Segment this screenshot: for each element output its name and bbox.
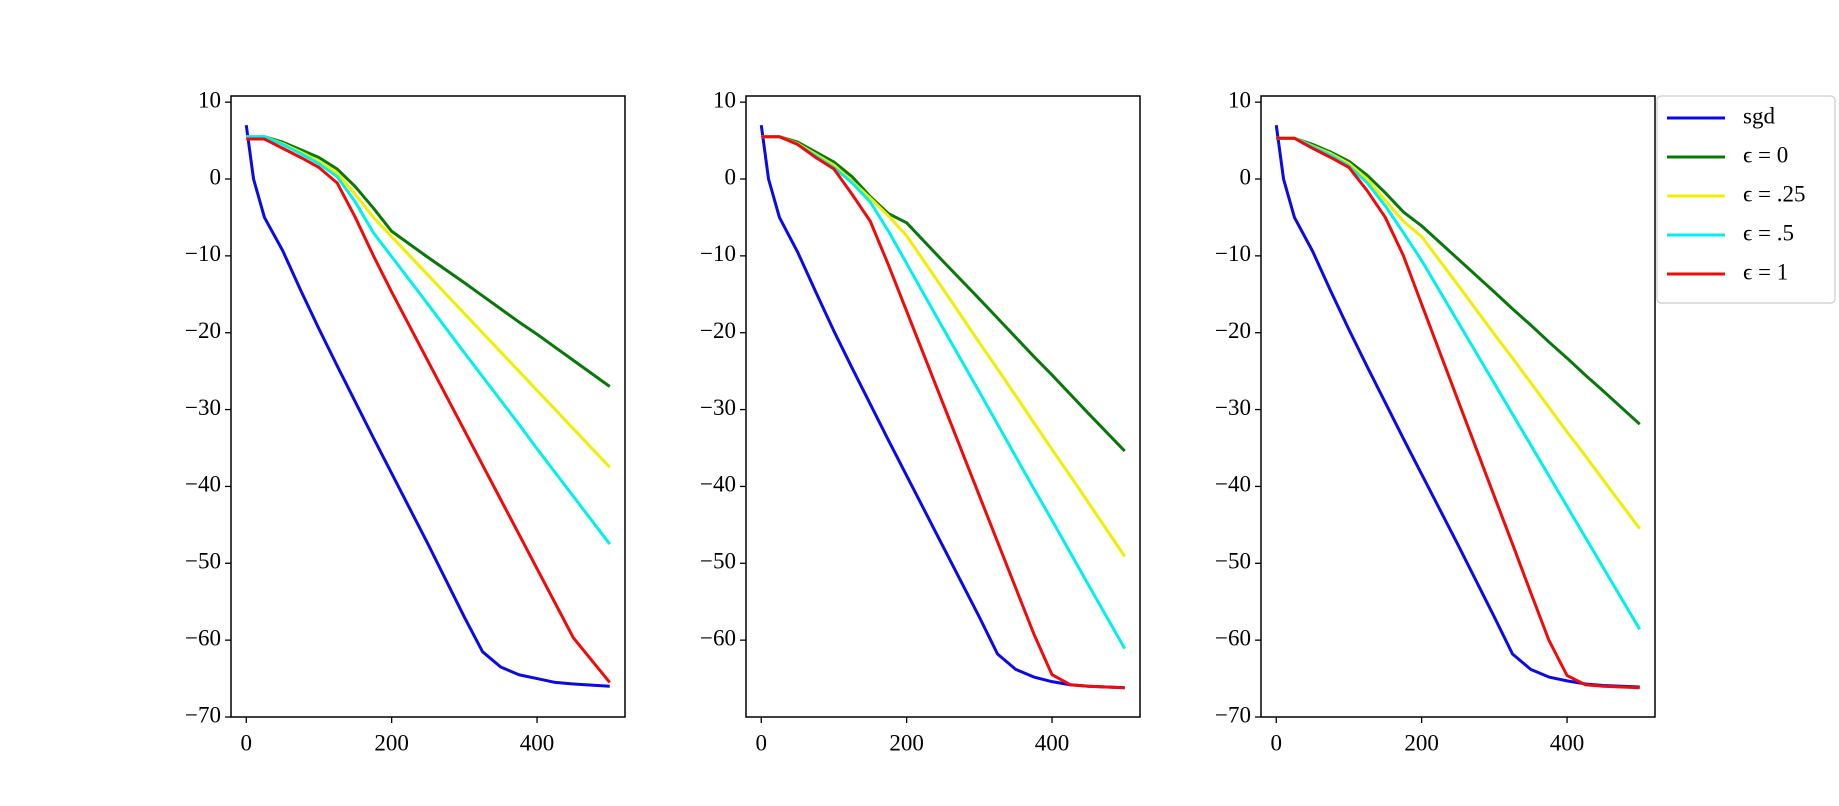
series-line [1276,136,1640,690]
y-tick-label: −50 [185,549,221,574]
x-tick-label: 200 [1404,730,1439,755]
y-tick-label: 0 [1240,164,1252,189]
y-tick-label: −20 [700,318,736,343]
series-line [1276,136,1641,426]
y-tick-label: 10 [1228,87,1251,112]
series-line [761,135,1125,690]
axes-frame [230,95,626,718]
y-tick-label: −10 [185,241,221,266]
legend-label: ϵ = 0 [1743,142,1788,167]
x-tick-label: 0 [241,730,253,755]
y-tick-label: 10 [198,87,221,112]
panel: 10 0 −10 −20 −30 −40 −50 −60 −70 0 200 400 [185,87,626,755]
legend-box [1656,95,1836,304]
y-tick-label: 0 [725,164,737,189]
y-tick-label: −70 [1215,702,1251,727]
y-tick-label: −40 [185,472,221,497]
y-tick-label: −20 [1215,318,1251,343]
y-tick-label: −40 [1215,472,1251,497]
series-line [1274,125,1640,689]
series-line [246,135,611,545]
y-tick-label: −70 [185,702,221,727]
x-tick-label: 0 [756,730,768,755]
y-tick-label: 10 [713,87,736,112]
y-tick-label: 0 [210,164,222,189]
series-line [1276,136,1642,631]
legend-label: ϵ = .5 [1743,220,1794,245]
x-tick-label: 400 [1035,730,1070,755]
plot-area [1274,125,1642,690]
panel: 10 0 −10 −20 −30 −40 −50 −60 0 200 400 [700,87,1141,755]
series-line [1276,136,1641,530]
y-tick-label: −50 [700,549,736,574]
y-tick-label: −30 [700,395,736,420]
legend-label: sgd [1743,103,1775,128]
series-line [761,135,1126,558]
panel: 10 0 −10 −20 −30 −40 −50 −60 −70 0 200 400 sgd ϵ = 0 ϵ… [1215,87,1836,755]
legend-label: ϵ = .25 [1743,181,1806,206]
y-tick-label: −50 [1215,549,1251,574]
y-tick-label: −10 [700,241,736,266]
series-line [759,125,1125,690]
x-tick-label: 0 [1271,730,1283,755]
y-tick-label: −10 [1215,241,1251,266]
x-tick-label: 200 [889,730,924,755]
x-tick-label: 400 [520,730,555,755]
legend: sgd ϵ = 0 ϵ = .25 ϵ = .5 ϵ = 1 [1656,95,1836,304]
series-line [246,135,611,388]
x-tick-label: 200 [374,730,409,755]
y-tick-label: −30 [1215,395,1251,420]
y-tick-label: −20 [185,318,221,343]
y-tick-label: −40 [700,472,736,497]
axes-frame [1260,95,1656,718]
plot-area [759,125,1127,690]
y-tick-label: −60 [185,625,221,650]
x-tick-label: 400 [1550,730,1585,755]
axes-frame [745,95,1141,718]
legend-label: ϵ = 1 [1743,259,1788,284]
y-tick-label: −60 [700,625,736,650]
y-tick-label: −60 [1215,625,1251,650]
plot-area [244,125,611,688]
y-tick-label: −30 [185,395,221,420]
series-line [246,137,611,684]
series-line [244,125,610,688]
